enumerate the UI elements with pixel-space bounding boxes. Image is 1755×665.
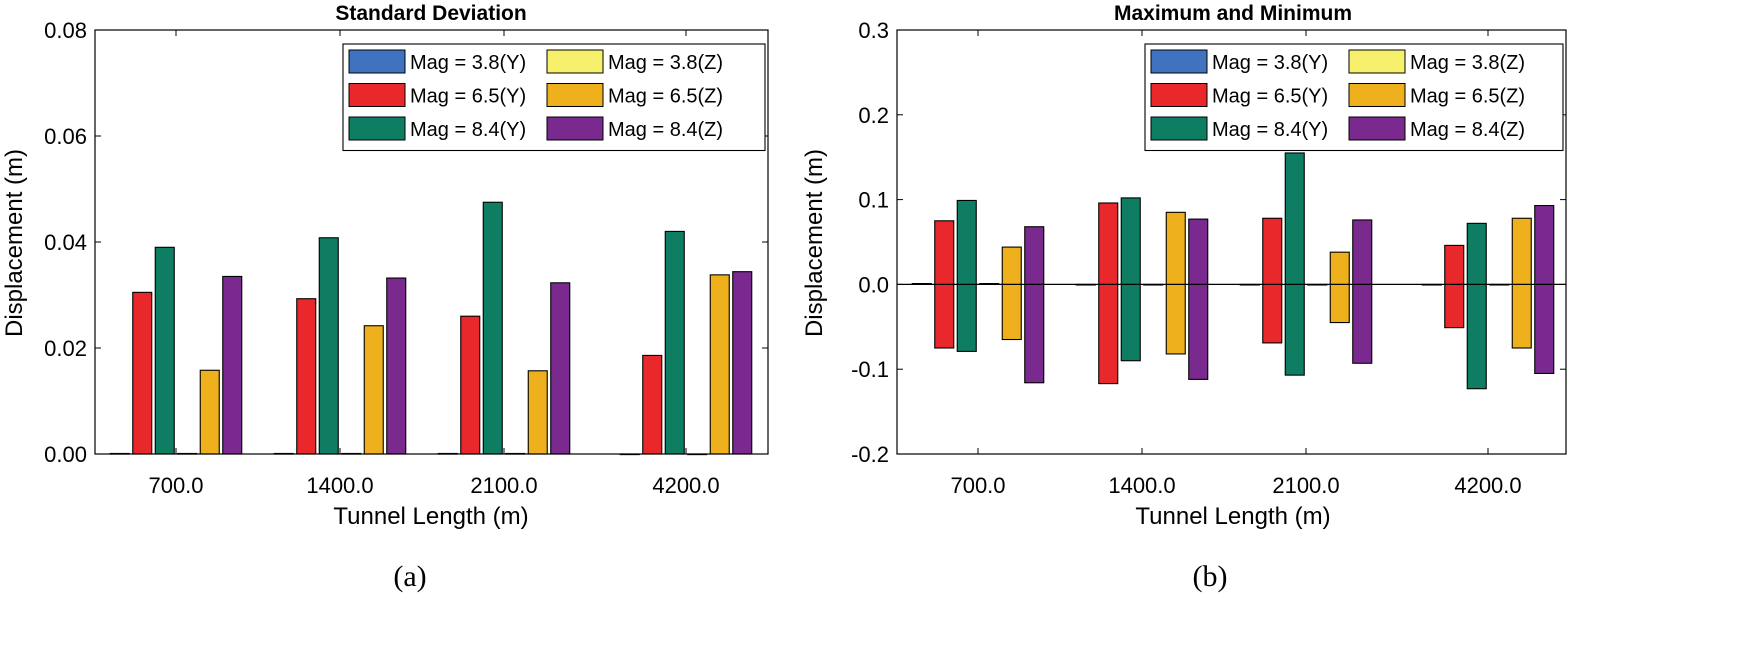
y-tick-label: 0.08 — [44, 18, 87, 43]
x-axis: 700.0 1400.0 2100.0 4200.0 — [950, 30, 1522, 498]
bars — [109, 201, 753, 456]
legend-swatch — [1150, 116, 1208, 141]
legend-label: Mag = 8.4(Y) — [410, 119, 526, 141]
bar — [1098, 202, 1119, 385]
bar — [222, 275, 243, 455]
y-tick-label: 0.00 — [44, 442, 87, 467]
bar — [132, 291, 153, 455]
legend-swatch — [1348, 83, 1406, 107]
bar — [1188, 218, 1209, 380]
bar — [482, 201, 503, 455]
x-tick-label: 1400.0 — [306, 473, 373, 498]
legend-label: Mag = 6.5(Z) — [608, 86, 723, 108]
bar — [1262, 217, 1283, 344]
bar — [1024, 226, 1045, 384]
x-tick-label: 700.0 — [950, 473, 1005, 498]
x-tick-label: 4200.0 — [652, 473, 719, 498]
y-axis-label: Displacement (m) — [1, 149, 28, 337]
bar — [1329, 251, 1350, 324]
legend-swatch — [546, 116, 604, 141]
chart-title: Standard Deviation — [335, 2, 526, 25]
bar — [527, 370, 548, 455]
bar — [363, 325, 384, 455]
y-axis: 0.00 0.02 0.04 0.06 0.08 — [44, 18, 768, 467]
y-tick-label: 0.3 — [858, 18, 889, 43]
y-axis: -0.2 -0.1 0.0 0.1 0.2 0.3 — [851, 18, 1566, 467]
plot-frame — [94, 29, 769, 455]
bar — [318, 237, 339, 455]
bar — [956, 199, 977, 352]
bar — [296, 298, 317, 455]
x-tick-label: 1400.0 — [1108, 473, 1175, 498]
y-tick-label: 0.1 — [858, 188, 889, 213]
bar — [550, 282, 571, 455]
bar — [1352, 219, 1373, 364]
legend-label: Mag = 8.4(Z) — [608, 119, 723, 141]
x-axis: 700.0 1400.0 2100.0 4200.0 — [148, 30, 720, 498]
bar — [1466, 222, 1487, 390]
y-tick-label: -0.2 — [851, 442, 889, 467]
legend-swatch — [1150, 49, 1208, 74]
bar — [1120, 197, 1141, 362]
plot-frame — [896, 29, 1567, 455]
y-tick-label: 0.0 — [858, 272, 889, 297]
legend-swatch — [546, 83, 604, 107]
bar — [199, 369, 220, 455]
legend-label: Mag = 3.8(Z) — [608, 52, 723, 74]
bar — [1001, 246, 1022, 341]
bar — [386, 277, 407, 455]
legend-label: Mag = 3.8(Z) — [1410, 52, 1525, 74]
bar — [1165, 211, 1186, 355]
y-tick-label: 0.04 — [44, 230, 87, 255]
bar — [642, 354, 663, 455]
bar — [460, 315, 481, 455]
bar — [1284, 152, 1305, 376]
legend-swatch — [1348, 116, 1406, 141]
legend-label: Mag = 8.4(Y) — [1212, 119, 1328, 141]
bars — [911, 152, 1555, 390]
bar — [1444, 244, 1465, 329]
legend-label: Mag = 8.4(Z) — [1410, 119, 1525, 141]
x-tick-label: 2100.0 — [470, 473, 537, 498]
legend-label: Mag = 3.8(Y) — [1212, 52, 1328, 74]
y-tick-label: -0.1 — [851, 357, 889, 382]
caption: (a) — [393, 560, 426, 593]
legend-swatch — [348, 83, 406, 107]
caption: (b) — [1193, 560, 1228, 593]
y-tick-label: 0.06 — [44, 124, 87, 149]
bar — [154, 246, 175, 455]
std-deviation-chart: Standard Deviation 0.000.020.040.060.08 … — [1, 2, 769, 593]
x-axis-label: Tunnel Length (m) — [1135, 503, 1330, 530]
legend-swatch — [1348, 49, 1406, 74]
bar — [1534, 204, 1555, 374]
bar — [709, 274, 730, 455]
legend: Mag = 3.8(Y) Mag = 6.5(Y) Mag = 8.4(Y) Mag … — [1144, 43, 1564, 152]
legend-swatch — [348, 49, 406, 74]
bar — [732, 271, 753, 455]
legend-swatch — [348, 116, 406, 141]
legend-swatch — [546, 49, 604, 74]
y-tick-label: 0.02 — [44, 336, 87, 361]
bar — [1511, 217, 1532, 349]
legend-label: Mag = 6.5(Z) — [1410, 86, 1525, 108]
y-tick-label: 0.2 — [858, 103, 889, 128]
x-tick-label: 4200.0 — [1454, 473, 1521, 498]
chart-title: Maximum and Minimum — [1114, 2, 1352, 25]
legend-label: Mag = 6.5(Y) — [410, 86, 526, 108]
x-tick-label: 700.0 — [148, 473, 203, 498]
legend-label: Mag = 6.5(Y) — [1212, 86, 1328, 108]
x-axis-label: Tunnel Length (m) — [333, 503, 528, 530]
legend-swatch — [1150, 83, 1208, 107]
y-axis-label: Displacement (m) — [801, 149, 828, 337]
legend: Mag = 3.8(Y) Mag = 6.5(Y) Mag = 8.4(Y) Mag … — [342, 43, 766, 152]
max-min-chart: Maximum and Minimum -0.2 -0.1 0.0 0.1 0.2 0.3… — [801, 2, 1567, 593]
x-tick-label: 2100.0 — [1272, 473, 1339, 498]
bar — [664, 230, 685, 455]
legend-label: Mag = 3.8(Y) — [410, 52, 526, 74]
